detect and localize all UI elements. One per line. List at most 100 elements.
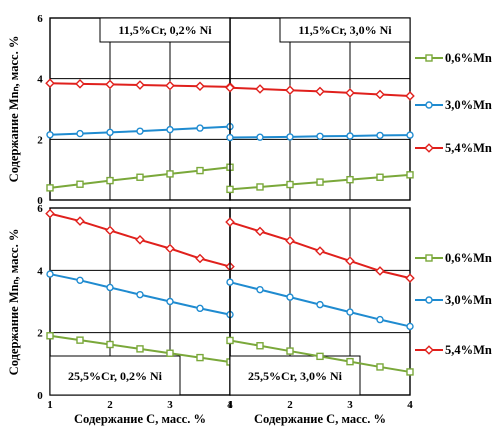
data-point	[375, 266, 385, 276]
data-point	[256, 285, 264, 294]
panel-label-box	[229, 355, 361, 396]
data-point	[376, 315, 384, 324]
data-point	[345, 88, 355, 98]
data-point	[375, 89, 385, 100]
y-axis-title: Содержание Mnₙ, масс. %	[7, 36, 21, 183]
data-point	[316, 352, 324, 361]
data-point	[376, 131, 384, 140]
panel-label: 11,5%Cr, 0,2% Ni	[118, 23, 212, 37]
data-point	[286, 293, 294, 301]
data-point	[226, 185, 234, 194]
y-tick-label: 2	[37, 134, 43, 146]
data-point	[346, 308, 354, 316]
data-point	[405, 91, 415, 101]
y-tick-label: 4	[37, 74, 43, 86]
data-point	[286, 180, 294, 189]
data-point	[225, 217, 235, 227]
data-point	[406, 131, 414, 139]
data-point	[46, 184, 54, 192]
data-point	[376, 173, 384, 181]
data-point	[166, 170, 174, 178]
data-point	[345, 256, 355, 266]
legend-label: 5,4%Mn	[445, 343, 492, 357]
data-point	[256, 183, 264, 191]
data-point	[106, 128, 114, 137]
data-point	[196, 304, 204, 313]
data-point	[346, 175, 354, 184]
data-point	[136, 345, 144, 353]
data-point	[165, 243, 175, 254]
data-point	[136, 127, 144, 135]
y-axis-title: Содержание Mnₙ, масс. %	[7, 229, 21, 376]
data-point	[105, 225, 115, 236]
data-point	[45, 208, 55, 219]
data-point	[166, 297, 174, 306]
panel-label: 25,5%Cr, 3,0% Ni	[248, 369, 343, 383]
legend-label: 3,0%Mn	[445, 293, 492, 307]
data-point	[406, 368, 414, 376]
panel-label-box	[279, 17, 411, 43]
data-point	[105, 79, 115, 90]
data-point	[136, 290, 144, 299]
legend-marker	[425, 296, 433, 304]
data-point	[346, 357, 354, 366]
data-point	[286, 347, 294, 355]
x-tick-label: 4	[407, 399, 413, 411]
data-point	[255, 84, 265, 94]
y-tick-label: 6	[37, 13, 43, 25]
legend-label: 5,4%Mn	[445, 141, 492, 155]
data-point	[256, 342, 264, 350]
data-point	[405, 273, 415, 283]
legend-marker	[425, 54, 433, 62]
data-point	[376, 363, 384, 371]
legend-label: 0,6%Mn	[445, 51, 492, 65]
legend-label: 0,6%Mn	[445, 251, 492, 265]
data-point	[315, 246, 325, 256]
data-point	[255, 226, 265, 237]
data-point	[316, 132, 324, 141]
data-point	[46, 270, 54, 278]
data-point	[75, 216, 85, 226]
x-axis-title: Содержание С, масс. %	[254, 412, 386, 426]
data-point	[406, 322, 414, 331]
data-point	[46, 131, 54, 139]
x-tick-label: 3	[167, 399, 173, 411]
legend-label: 3,0%Mn	[445, 98, 492, 112]
data-point	[286, 133, 294, 141]
data-point	[166, 125, 174, 134]
x-axis-title: Содержание С, масс. %	[74, 412, 206, 426]
y-tick-label: 2	[37, 328, 43, 340]
data-point	[406, 171, 414, 179]
legend-marker	[425, 101, 433, 109]
data-point	[285, 85, 295, 95]
data-point	[316, 178, 324, 186]
data-point	[106, 340, 114, 349]
data-point	[195, 253, 205, 264]
panel-label-box	[49, 355, 181, 396]
plot-frame	[229, 17, 411, 201]
data-point	[196, 124, 204, 132]
panel-label: 25,5%Cr, 0,2% Ni	[68, 369, 163, 383]
data-point	[226, 336, 234, 345]
data-point	[346, 132, 354, 140]
data-point	[76, 336, 84, 344]
x-tick-label: 2	[107, 399, 113, 411]
x-tick-label: 1	[47, 399, 53, 411]
data-point	[45, 78, 55, 89]
data-point	[136, 173, 144, 181]
data-point	[195, 81, 205, 92]
legend-marker	[424, 143, 434, 153]
data-point	[285, 235, 295, 246]
data-point	[106, 283, 114, 292]
data-point	[226, 133, 234, 142]
x-tick-label: 4	[227, 399, 233, 411]
data-point	[196, 353, 204, 362]
y-tick-label: 4	[37, 265, 43, 277]
y-tick-label: 0	[37, 195, 43, 207]
x-tick-label: 1	[227, 399, 233, 411]
data-point	[75, 79, 85, 89]
data-point	[76, 180, 84, 188]
data-point	[225, 82, 235, 93]
x-tick-label: 2	[287, 399, 293, 411]
